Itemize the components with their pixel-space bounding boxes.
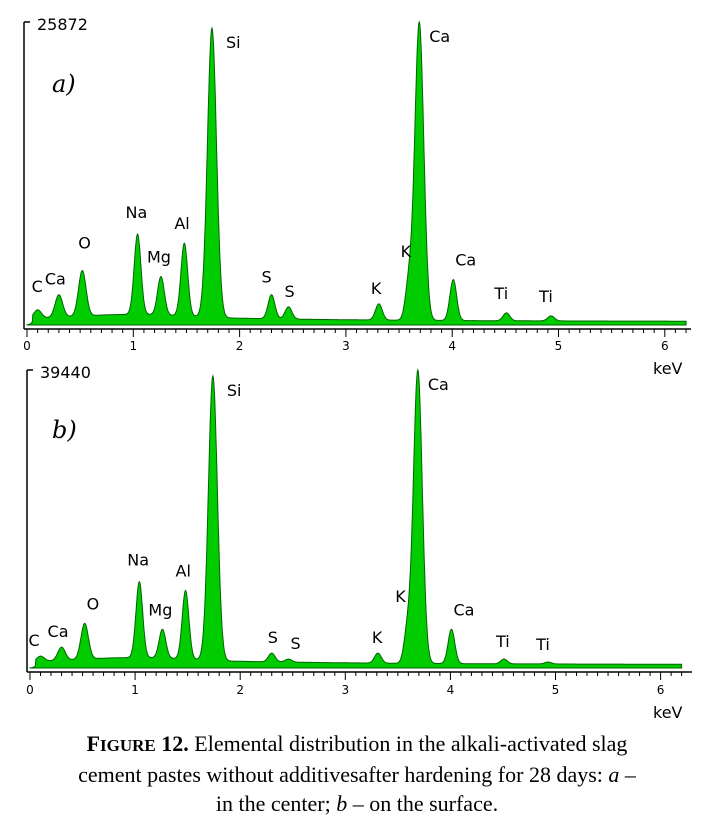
x-tick-label: 0 bbox=[23, 339, 31, 353]
caption-line-3b: – on the surface. bbox=[347, 791, 499, 816]
x-tick-label: 2 bbox=[236, 339, 244, 353]
spectrum-area bbox=[26, 20, 687, 326]
peak-label-ti: Ti bbox=[493, 284, 508, 303]
peak-label-mg: Mg bbox=[147, 248, 171, 267]
caption-line-3: in the center; bbox=[215, 791, 337, 816]
x-axis-unit: keV bbox=[653, 359, 683, 378]
peak-label-si: Si bbox=[227, 381, 242, 400]
x-tick-label: 4 bbox=[447, 683, 455, 697]
peak-label-mg: Mg bbox=[148, 600, 172, 619]
peak-label-ca: Ca bbox=[455, 251, 476, 270]
x-tick-label: 3 bbox=[341, 683, 349, 697]
peak-label-s: S bbox=[261, 268, 271, 287]
caption-line-2: cement pastes without additivesafter har… bbox=[78, 762, 609, 787]
peak-label-o: O bbox=[78, 233, 91, 252]
x-tick-label: 1 bbox=[129, 339, 137, 353]
peak-label-k: K bbox=[401, 242, 412, 261]
x-tick-label: 6 bbox=[657, 683, 665, 697]
caption-a: a bbox=[608, 762, 620, 787]
panel-label: a) bbox=[52, 70, 76, 98]
peak-label-ca: Ca bbox=[429, 27, 450, 46]
figure-caption: FIGURE 12. Elemental distribution in the… bbox=[0, 729, 714, 818]
x-tick-label: 1 bbox=[131, 683, 139, 697]
peak-label-si: Si bbox=[226, 33, 241, 52]
x-axis-unit: keV bbox=[653, 703, 683, 722]
peak-label-ca: Ca bbox=[48, 622, 69, 641]
panel-label: b) bbox=[52, 416, 77, 444]
caption-dash: – bbox=[619, 762, 636, 787]
caption-line-1: Elemental distribution in the alkali-act… bbox=[188, 731, 628, 756]
y-max-label: 25872 bbox=[37, 15, 88, 34]
peak-label-ti: Ti bbox=[495, 632, 510, 651]
peak-label-na: Na bbox=[127, 551, 149, 570]
peak-label-ti: Ti bbox=[535, 635, 550, 654]
x-tick-label: 4 bbox=[448, 339, 456, 353]
peak-label-k: K bbox=[372, 628, 383, 647]
peak-label-ca: Ca bbox=[45, 270, 66, 289]
peak-label-k: K bbox=[371, 279, 382, 298]
peak-label-ti: Ti bbox=[538, 287, 553, 306]
x-tick-label: 6 bbox=[661, 339, 669, 353]
caption-heading: FIGURE 12. bbox=[86, 731, 189, 756]
peak-label-k: K bbox=[395, 587, 406, 606]
peak-label-c: C bbox=[32, 277, 43, 296]
peak-label-al: Al bbox=[176, 562, 191, 581]
x-tick-label: 2 bbox=[236, 683, 244, 697]
x-tick-label: 3 bbox=[342, 339, 350, 353]
peak-label-s: S bbox=[284, 282, 294, 301]
peak-label-s: S bbox=[291, 634, 301, 653]
peak-label-o: O bbox=[87, 594, 100, 613]
peak-label-s: S bbox=[268, 628, 278, 647]
peak-label-ca: Ca bbox=[453, 600, 474, 619]
peak-label-ca: Ca bbox=[428, 375, 449, 394]
peak-label-c: C bbox=[29, 631, 40, 650]
peak-label-na: Na bbox=[126, 203, 148, 222]
spectrum-area bbox=[29, 368, 683, 669]
x-tick-label: 5 bbox=[552, 683, 560, 697]
y-max-label: 39440 bbox=[40, 363, 91, 382]
peak-label-al: Al bbox=[174, 214, 189, 233]
x-tick-label: 5 bbox=[555, 339, 563, 353]
caption-b: b bbox=[336, 791, 348, 816]
x-tick-label: 0 bbox=[26, 683, 34, 697]
